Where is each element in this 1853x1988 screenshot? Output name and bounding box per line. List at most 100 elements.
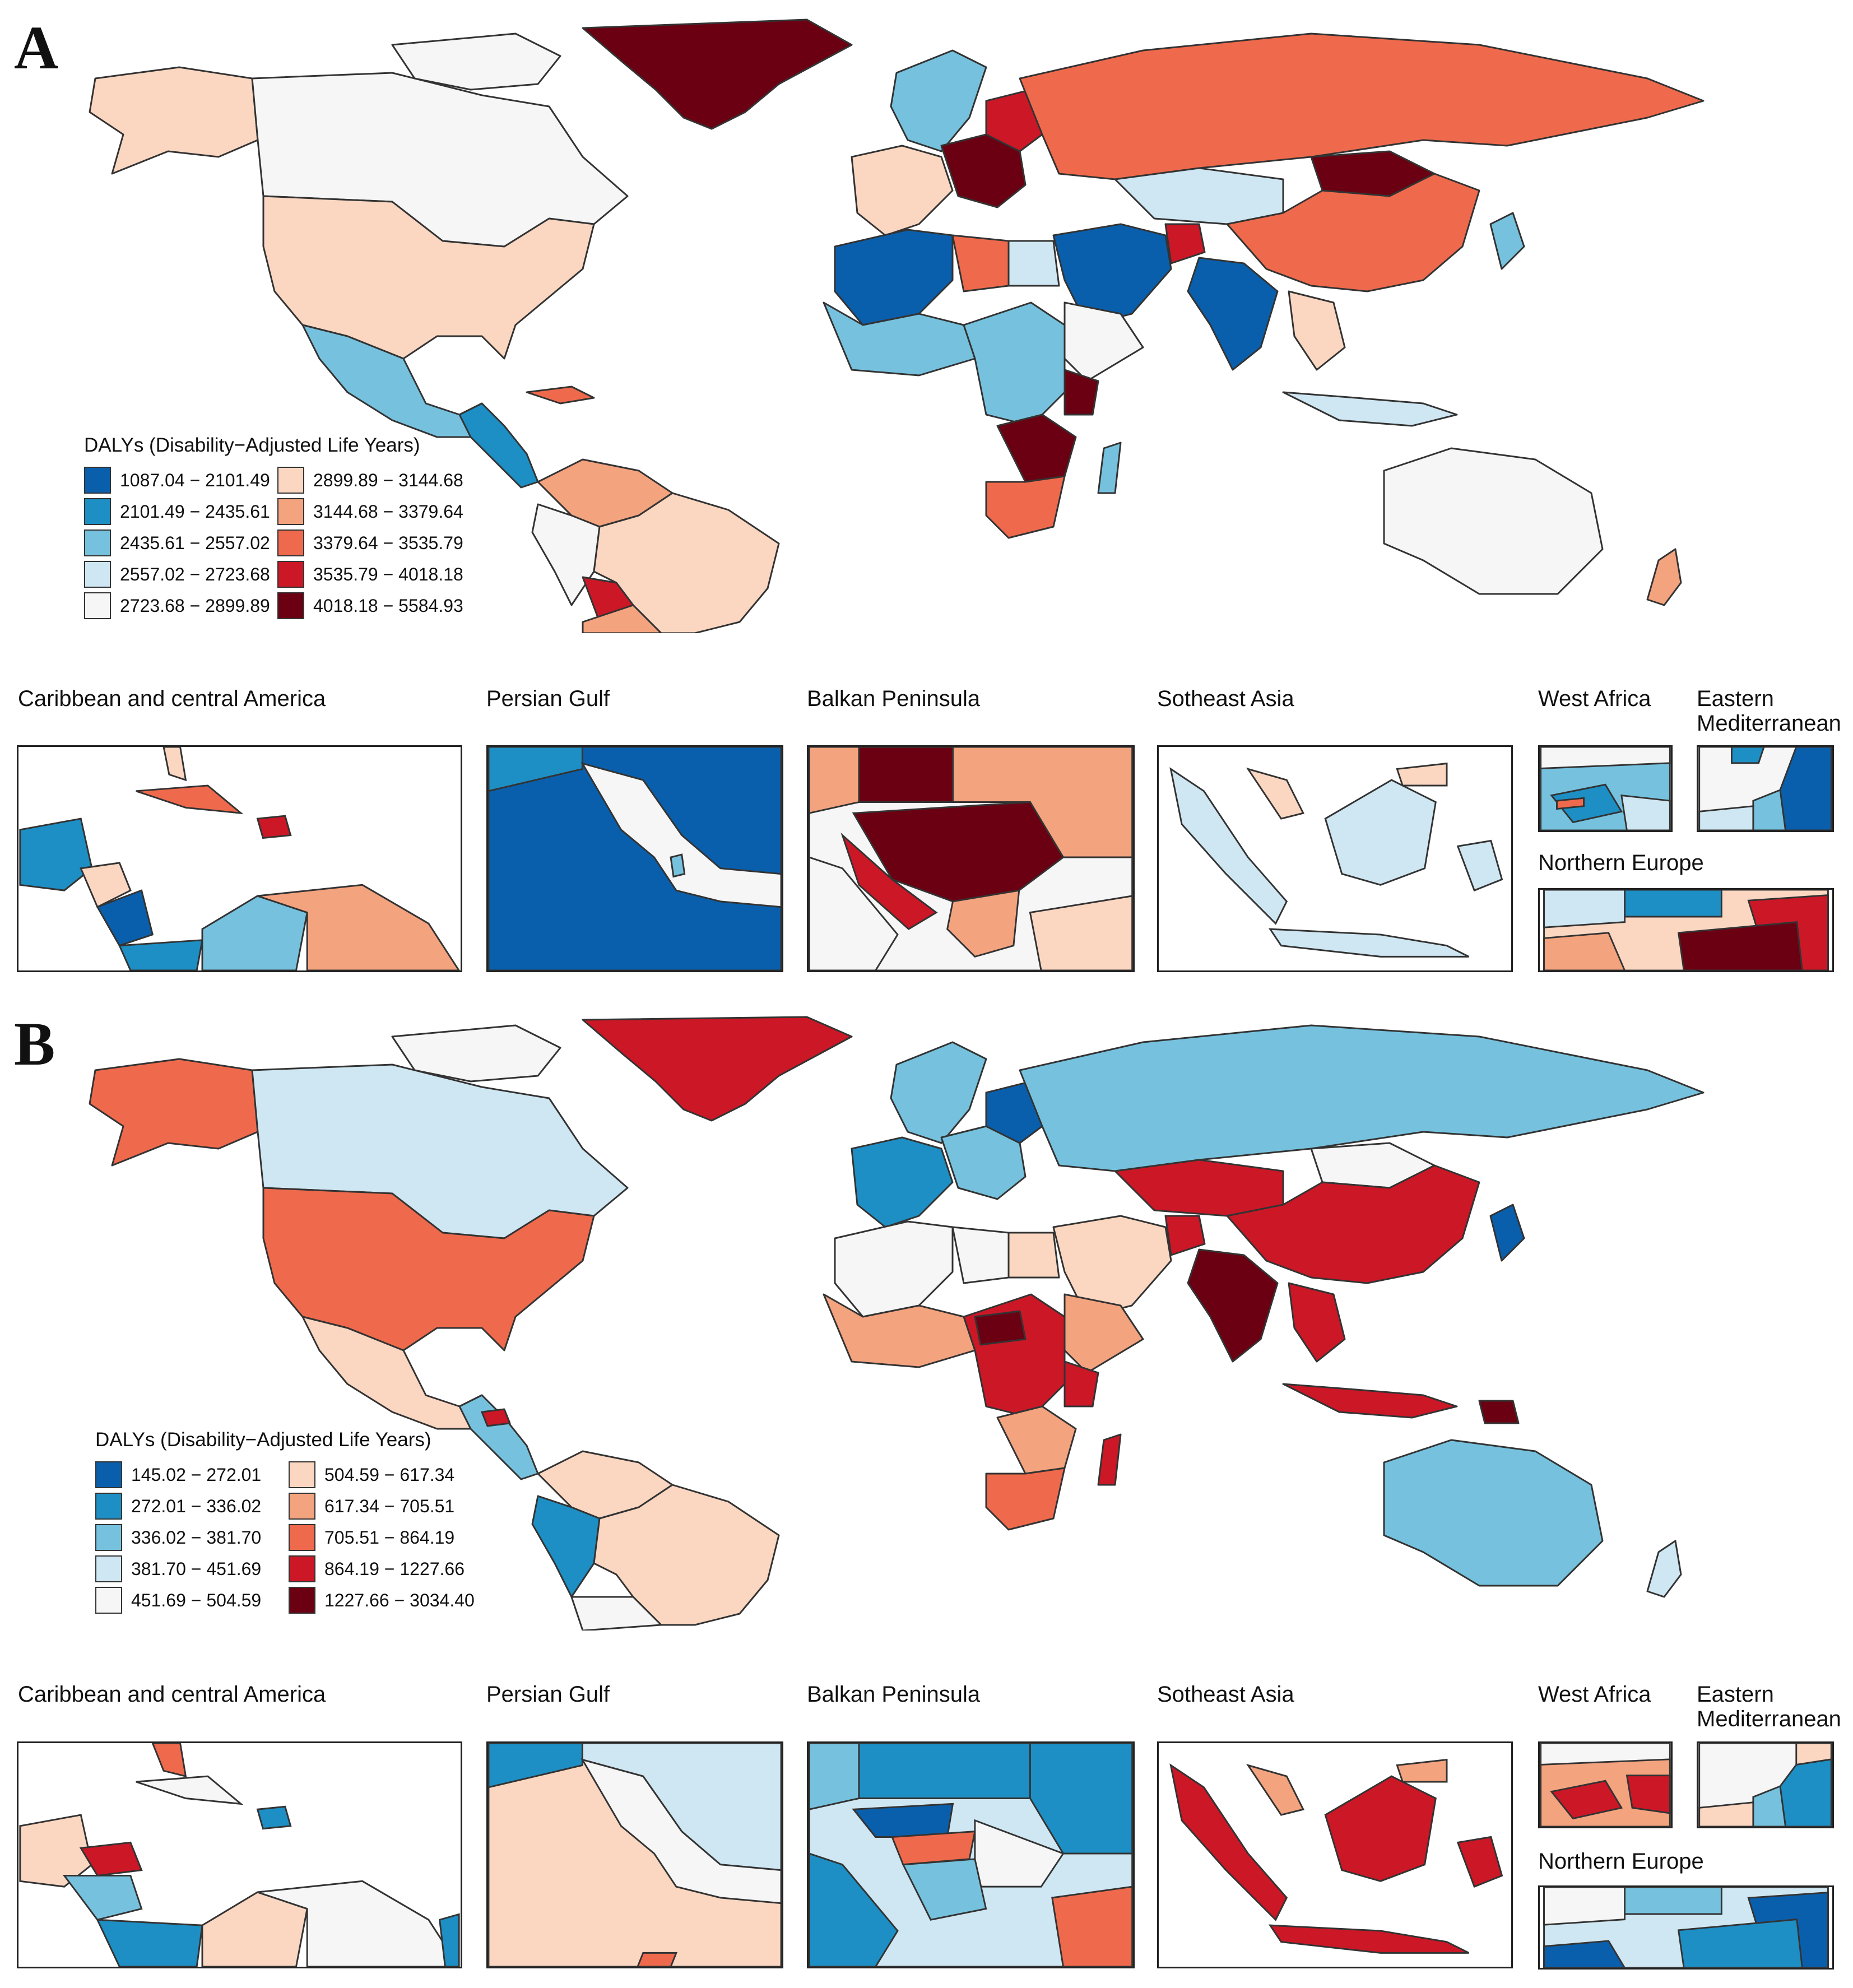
- inset-west-africa-a: [1538, 745, 1673, 832]
- legend-item: 272.01 − 336.02: [95, 1490, 289, 1522]
- region-usa: [262, 1187, 595, 1351]
- inset-eastern-med-b: [1697, 1741, 1834, 1828]
- inset-label-southeast-asia: Sotheast Asia: [1157, 1682, 1294, 1707]
- region-usa: [262, 195, 595, 360]
- inset-label-balkan: Balkan Peninsula: [807, 1682, 981, 1707]
- inset-northern-europe-b: [1538, 1885, 1834, 1970]
- legend-label: 2899.89 − 3144.68: [313, 470, 463, 490]
- region-eastern-europe: [985, 1080, 1043, 1144]
- region-kazakhstan: [1114, 1159, 1284, 1217]
- legend-label: 381.70 − 451.69: [131, 1558, 262, 1579]
- region-east-africa: [1063, 1360, 1099, 1408]
- region-north-africa: [834, 229, 954, 326]
- legend-title: DALYs (Disability−Adjusted Life Years): [84, 434, 420, 456]
- legend-label: 2435.61 − 2557.02: [120, 532, 270, 553]
- region-madagascar: [1097, 1433, 1122, 1486]
- region-middle-east: [1052, 223, 1172, 326]
- legend-swatch: [95, 1524, 122, 1551]
- inset-persian-gulf-a: [486, 745, 783, 972]
- inset-label-caribbean: Caribbean and central America: [18, 1682, 326, 1707]
- legend-item: 864.19 − 1227.66: [289, 1553, 479, 1585]
- region-egypt: [1007, 1232, 1060, 1279]
- region-car: [974, 1310, 1027, 1346]
- legend-label: 2723.68 − 2899.89: [120, 595, 270, 616]
- region-south-africa: [985, 475, 1066, 539]
- legend-label: 3535.79 − 4018.18: [313, 564, 463, 584]
- legend-item: 3379.64 − 3535.79: [277, 527, 468, 559]
- legend-swatch: [84, 467, 111, 494]
- legend-label: 1227.66 − 3034.40: [324, 1590, 475, 1610]
- legend-label: 336.02 − 381.70: [131, 1527, 262, 1548]
- inset-northern-europe-a: [1538, 888, 1834, 972]
- inset-label-caribbean: Caribbean and central America: [18, 686, 326, 711]
- inset-label-eastern-mediterranean: Eastern Mediterranean: [1697, 686, 1841, 736]
- region-japan: [1489, 212, 1525, 270]
- legend-swatch: [289, 1524, 315, 1551]
- region-australia: [1383, 1439, 1604, 1587]
- region-indochina: [1288, 1282, 1346, 1363]
- inset-label-balkan: Balkan Peninsula: [807, 686, 981, 711]
- region-new-zealand: [1646, 1540, 1682, 1598]
- legend-item: 4018.18 − 5584.93: [277, 590, 468, 621]
- legend-item: 381.70 − 451.69: [95, 1553, 289, 1585]
- inset-caribbean-a: [17, 745, 462, 972]
- legend-label: 3379.64 − 3535.79: [313, 532, 463, 553]
- legend-item: 3144.68 − 3379.64: [277, 496, 468, 527]
- legend-label: 4018.18 − 5584.93: [313, 595, 463, 616]
- legend-label: 617.34 − 705.51: [324, 1495, 455, 1516]
- inset-label-persian-gulf: Persian Gulf: [486, 1682, 610, 1707]
- inset-balkan-a: [807, 745, 1135, 972]
- inset-label-eastern-mediterranean: Eastern Mediterranean: [1697, 1682, 1841, 1731]
- region-kazakhstan: [1114, 167, 1284, 225]
- inset-label-west-africa: West Africa: [1538, 686, 1651, 711]
- legend-label: 272.01 − 336.02: [131, 1495, 262, 1516]
- legend-item: 2899.89 − 3144.68: [277, 465, 468, 496]
- legend-item: 2723.68 − 2899.89: [84, 590, 277, 621]
- legend-swatch: [277, 467, 304, 494]
- legend-item: 3535.79 − 4018.18: [277, 559, 468, 590]
- inset-eastern-med-a: [1697, 745, 1834, 832]
- inset-southeast-asia-a: [1157, 745, 1513, 972]
- legend-swatch: [84, 592, 111, 619]
- region-new-zealand: [1646, 548, 1682, 606]
- legend-label: 1087.04 − 2101.49: [120, 470, 270, 490]
- region-horn-of-africa: [1063, 301, 1144, 382]
- legend-a: DALYs (Disability−Adjusted Life Years) 1…: [84, 434, 468, 621]
- legend-swatch: [289, 1555, 315, 1582]
- region-south-africa: [985, 1467, 1066, 1531]
- region-afghanistan: [1164, 223, 1206, 264]
- region-southern-africa: [996, 414, 1077, 483]
- legend-item: 1087.04 − 2101.49: [84, 465, 277, 496]
- region-honduras: [481, 1408, 511, 1427]
- region-brazil: [593, 1484, 780, 1626]
- world-map-b: [89, 1016, 853, 1631]
- region-indonesia: [1282, 1383, 1458, 1419]
- inset-caribbean-b: [17, 1741, 462, 1968]
- region-alaska: [89, 1058, 259, 1167]
- region-china: [1226, 1164, 1480, 1284]
- inset-label-west-africa: West Africa: [1538, 1682, 1651, 1707]
- inset-persian-gulf-b: [486, 1741, 783, 1968]
- region-alaska: [89, 66, 259, 175]
- region-greenland: [582, 18, 853, 130]
- legend-bins: 145.02 − 272.01 504.59 − 617.34 272.01 − 3…: [95, 1459, 479, 1616]
- legend-label: 145.02 − 272.01: [131, 1464, 262, 1485]
- region-eastern-europe: [985, 89, 1043, 152]
- panel-a-letter: A: [14, 13, 59, 82]
- legend-swatch: [84, 561, 111, 588]
- legend-item: 504.59 − 617.34: [289, 1459, 479, 1490]
- legend-swatch: [289, 1461, 315, 1488]
- world-map-b-eastern: [823, 1024, 1705, 1598]
- inset-west-africa-b: [1538, 1741, 1673, 1828]
- panel-b-letter: B: [14, 1010, 55, 1078]
- region-argentina: [582, 604, 662, 633]
- region-east-africa: [1063, 369, 1099, 416]
- legend-b: DALYs (Disability−Adjusted Life Years) 1…: [95, 1429, 479, 1616]
- inset-label-persian-gulf: Persian Gulf: [486, 686, 610, 711]
- region-indochina: [1288, 290, 1346, 371]
- legend-label: 451.69 − 504.59: [131, 1590, 262, 1610]
- region-argentina: [570, 1596, 662, 1631]
- region-egypt: [1007, 240, 1060, 287]
- legend-swatch: [277, 529, 304, 556]
- legend-item: 2435.61 − 2557.02: [84, 527, 277, 559]
